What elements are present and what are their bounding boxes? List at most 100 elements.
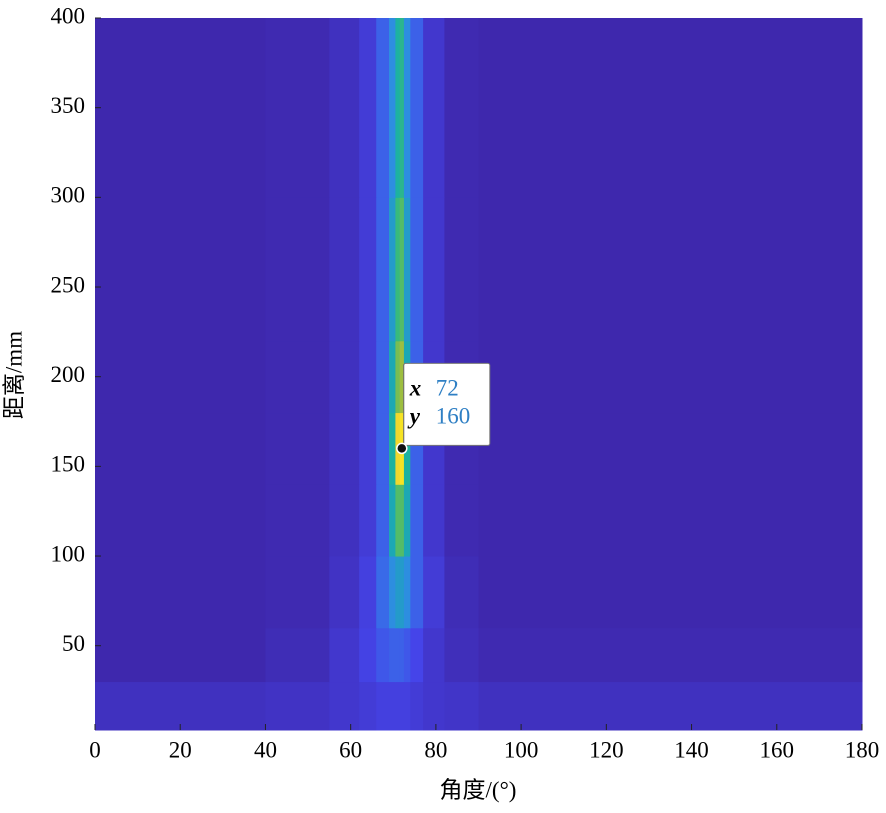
- heatmap-cell: [329, 197, 360, 342]
- x-tick-label: 40: [254, 737, 277, 762]
- heatmap-cell: [444, 484, 479, 557]
- heatmap-cell: [444, 556, 479, 629]
- y-tick-label: 100: [51, 541, 86, 566]
- heatmap-cell: [376, 18, 390, 198]
- heatmap-cell: [478, 556, 863, 629]
- x-tick-label: 140: [674, 737, 709, 762]
- heatmap-cell: [410, 627, 424, 683]
- heatmap-cell: [389, 197, 396, 342]
- heatmap-cell: [389, 412, 396, 485]
- heatmap-cell: [389, 340, 396, 414]
- heatmap-cell: [410, 556, 424, 629]
- y-tick-label: 350: [51, 93, 86, 118]
- heatmap-cell: [444, 627, 479, 683]
- heatmap-cell: [395, 197, 401, 342]
- heatmap-cell: [329, 556, 360, 629]
- heatmap-cell: [399, 340, 405, 414]
- heatmap-cell: [329, 484, 360, 557]
- heatmap-cell: [389, 681, 396, 731]
- heatmap-cell: [399, 197, 405, 342]
- heatmap-cell: [359, 556, 377, 629]
- y-tick-label: 400: [51, 3, 86, 28]
- heatmap-cell: [395, 681, 401, 731]
- heatmap-cell: [359, 681, 377, 731]
- heatmap-cell: [395, 18, 401, 198]
- datatip-point: [396, 442, 408, 455]
- heatmap-cell: [95, 340, 266, 414]
- heatmap-cell: [376, 627, 390, 683]
- heatmap-cell: [95, 484, 266, 557]
- heatmap-cell: [444, 197, 479, 342]
- heatmap-cell: [359, 627, 377, 683]
- heatmap-cell: [95, 197, 266, 342]
- x-tick-label: 160: [760, 737, 795, 762]
- heatmap-cell: [399, 556, 405, 629]
- heatmap-cell: [399, 627, 405, 683]
- x-axis-label: 角度/(°): [440, 777, 517, 802]
- heatmap-cell: [403, 18, 411, 198]
- heatmap-cell: [478, 681, 863, 731]
- datatip-value: 72: [436, 376, 459, 401]
- heatmap-cell: [478, 627, 863, 683]
- heatmap-cell: [95, 556, 266, 629]
- heatmap-cell: [410, 197, 424, 342]
- heatmap-cell: [399, 18, 405, 198]
- heatmap-cell: [376, 681, 390, 731]
- heatmap-cell: [376, 340, 390, 414]
- heatmap-cell: [478, 412, 863, 485]
- heatmap-cell: [359, 484, 377, 557]
- y-tick-label: 250: [51, 272, 86, 297]
- heatmap-cell: [265, 18, 330, 198]
- datatip-label: x: [409, 376, 422, 401]
- heatmap-cell: [423, 484, 445, 557]
- heatmap-cell: [329, 627, 360, 683]
- heatmap-cell: [359, 18, 377, 198]
- heatmap-cell: [329, 340, 360, 414]
- datatip-box: [403, 362, 491, 446]
- heatmap-cell: [423, 556, 445, 629]
- heatmap-cell: [359, 412, 377, 485]
- heatmap-cell: [359, 197, 377, 342]
- heatmap-cell: [403, 197, 411, 342]
- heatmap-cell: [389, 484, 396, 557]
- heatmap-cell: [395, 627, 401, 683]
- x-tick-label: 0: [89, 737, 101, 762]
- heatmap-cell: [423, 681, 445, 731]
- heatmap-cell: [389, 18, 396, 198]
- heatmap-cell: [403, 681, 411, 731]
- heatmap-cell: [359, 340, 377, 414]
- x-tick-label: 120: [589, 737, 624, 762]
- heatmap-cell: [95, 681, 266, 731]
- x-tick-label: 100: [504, 737, 539, 762]
- heatmap-cell: [376, 197, 390, 342]
- heatmap-cell: [403, 627, 411, 683]
- heatmap-cell: [395, 484, 401, 557]
- heatmap-cell: [410, 18, 424, 198]
- heatmap-cell: [95, 18, 266, 198]
- heatmap-cell: [376, 556, 390, 629]
- datatip-value: 160: [436, 404, 471, 429]
- y-axis-label: 距离/mm: [1, 331, 26, 419]
- x-tick-label: 60: [339, 737, 362, 762]
- heatmap-cell: [329, 18, 360, 198]
- y-tick-label: 200: [51, 362, 86, 387]
- heatmap-cell: [265, 627, 330, 683]
- heatmap-cell: [444, 18, 479, 198]
- datatip-label: y: [407, 404, 421, 429]
- heatmap-cell: [376, 484, 390, 557]
- heatmap-cell: [403, 556, 411, 629]
- heatmap-cell: [265, 340, 330, 414]
- heatmap-cell: [395, 556, 401, 629]
- y-tick-label: 300: [51, 183, 86, 208]
- heatmap-cell: [403, 484, 411, 557]
- heatmap-cell: [478, 340, 863, 414]
- heatmap-cell: [265, 484, 330, 557]
- heatmap-cell: [389, 627, 396, 683]
- heatmap-cell: [265, 412, 330, 485]
- heatmap-cell: [389, 556, 396, 629]
- heatmap-cell: [329, 681, 360, 731]
- y-tick-label: 50: [62, 631, 85, 656]
- heatmap-cell: [478, 18, 863, 198]
- heatmap-cell: [478, 484, 863, 557]
